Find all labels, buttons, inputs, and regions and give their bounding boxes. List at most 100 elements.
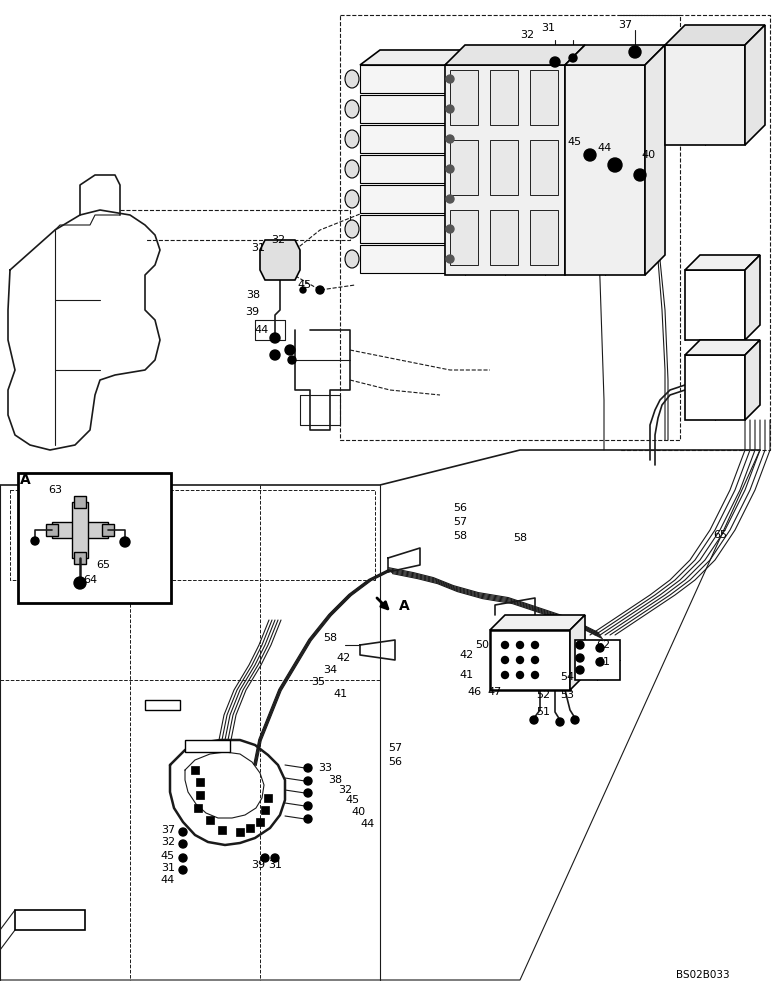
Text: 42: 42 [460, 650, 474, 660]
Circle shape [304, 789, 312, 797]
Text: 58: 58 [453, 531, 467, 541]
Polygon shape [575, 640, 620, 680]
Circle shape [446, 135, 454, 143]
Circle shape [629, 46, 641, 58]
Text: BS02B033: BS02B033 [676, 970, 730, 980]
Text: 33: 33 [318, 763, 332, 773]
Circle shape [446, 195, 454, 203]
Circle shape [74, 577, 86, 589]
Bar [74, 552, 86, 564]
Circle shape [271, 854, 279, 862]
Text: 31: 31 [161, 863, 175, 873]
Bar [530, 140, 558, 195]
Text: 44: 44 [161, 875, 175, 885]
Bar [530, 70, 558, 125]
Circle shape [516, 672, 523, 678]
Circle shape [516, 656, 523, 664]
Bar [194, 804, 202, 812]
Ellipse shape [345, 130, 359, 148]
Polygon shape [685, 255, 760, 270]
Bar [490, 70, 518, 125]
Polygon shape [145, 700, 180, 710]
Text: 53: 53 [560, 690, 574, 700]
Text: A: A [399, 599, 410, 613]
Polygon shape [685, 355, 745, 420]
Polygon shape [185, 740, 230, 752]
Circle shape [304, 815, 312, 823]
Text: 58: 58 [323, 633, 337, 643]
Circle shape [530, 716, 538, 724]
Circle shape [596, 644, 604, 652]
Circle shape [531, 656, 538, 664]
Circle shape [304, 764, 312, 772]
Circle shape [304, 802, 312, 810]
Text: 50: 50 [475, 640, 489, 650]
Text: 32: 32 [161, 837, 175, 847]
Text: 44: 44 [598, 143, 612, 153]
Text: 40: 40 [641, 150, 655, 160]
Text: 58: 58 [513, 533, 527, 543]
Ellipse shape [345, 70, 359, 88]
Text: 32: 32 [338, 785, 352, 795]
Polygon shape [490, 615, 585, 630]
Text: 62: 62 [596, 640, 610, 650]
Polygon shape [665, 25, 765, 45]
Circle shape [576, 654, 584, 662]
Text: 44: 44 [255, 325, 269, 335]
Polygon shape [745, 25, 765, 145]
Bar [196, 791, 204, 799]
Circle shape [502, 672, 509, 678]
Text: 38: 38 [246, 290, 260, 300]
Bar [450, 210, 478, 265]
Circle shape [502, 642, 509, 648]
Bar [74, 496, 86, 508]
Ellipse shape [345, 100, 359, 118]
Polygon shape [360, 155, 445, 183]
Text: 63: 63 [48, 485, 62, 495]
Polygon shape [72, 502, 88, 558]
Text: 54: 54 [560, 672, 574, 682]
Polygon shape [645, 45, 665, 275]
Text: 31: 31 [251, 243, 265, 253]
Text: 31: 31 [268, 860, 282, 870]
Text: 46: 46 [468, 687, 482, 697]
Bar [18, 473, 171, 603]
Polygon shape [52, 522, 108, 538]
Circle shape [446, 105, 454, 113]
Text: 45: 45 [161, 851, 175, 861]
Circle shape [576, 666, 584, 674]
Polygon shape [565, 65, 645, 275]
Circle shape [304, 777, 312, 785]
Bar [450, 70, 478, 125]
Text: 45: 45 [345, 795, 359, 805]
Circle shape [179, 840, 187, 848]
Circle shape [179, 828, 187, 836]
Circle shape [596, 658, 604, 666]
Circle shape [446, 75, 454, 83]
Circle shape [316, 286, 324, 294]
Bar [490, 210, 518, 265]
Circle shape [261, 854, 269, 862]
Text: 45: 45 [298, 280, 312, 290]
Circle shape [270, 350, 280, 360]
Ellipse shape [345, 220, 359, 238]
Circle shape [634, 169, 646, 181]
Circle shape [531, 642, 538, 648]
Circle shape [502, 656, 509, 664]
Polygon shape [445, 65, 565, 275]
Circle shape [31, 537, 39, 545]
Circle shape [584, 149, 596, 161]
Text: 42: 42 [337, 653, 351, 663]
Polygon shape [360, 65, 445, 93]
Polygon shape [745, 340, 760, 420]
Circle shape [556, 718, 564, 726]
Text: 56: 56 [453, 503, 467, 513]
Bar [246, 824, 254, 832]
Ellipse shape [345, 250, 359, 268]
Bar [256, 818, 264, 826]
Polygon shape [565, 45, 665, 65]
Polygon shape [685, 270, 745, 340]
Bar [490, 140, 518, 195]
Circle shape [550, 57, 560, 67]
Polygon shape [360, 245, 445, 273]
